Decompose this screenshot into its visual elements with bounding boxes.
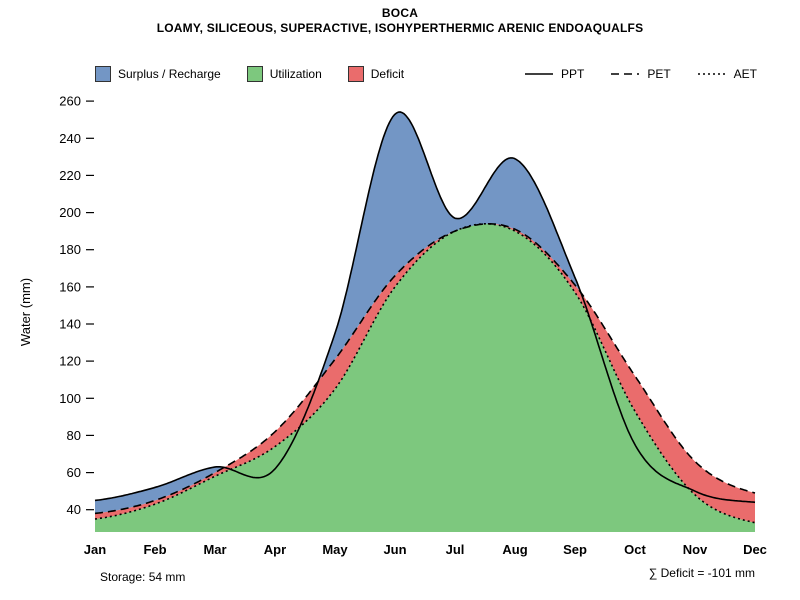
x-tick-label: Jan	[84, 542, 106, 557]
chart-subtitle: LOAMY, SILICEOUS, SUPERACTIVE, ISOHYPERT…	[156, 21, 644, 35]
x-tick-label: Jul	[446, 542, 465, 557]
x-tick-label: May	[322, 542, 348, 557]
y-tick-label: 160	[59, 279, 81, 294]
x-tick-label: Jun	[383, 542, 406, 557]
legend-label: Surplus / Recharge	[118, 67, 221, 81]
chart-title: BOCA	[381, 6, 419, 20]
legend-label: PET	[647, 67, 671, 81]
legend-item-ppt: PPT	[524, 67, 584, 81]
y-tick-label: 220	[59, 168, 81, 183]
x-tick-label: Dec	[743, 542, 767, 557]
aet-line	[94, 223, 756, 524]
x-tick-label: Feb	[143, 542, 166, 557]
y-tick-label: 200	[59, 205, 81, 220]
deficit-area	[95, 223, 755, 523]
y-tick-label: 180	[59, 242, 81, 257]
chart-legend: Surplus / Recharge Utilization Deficit PPT P…	[95, 64, 757, 84]
legend-item-pet: PET	[610, 67, 671, 81]
x-tick-label: Aug	[502, 542, 527, 557]
y-tick-label: 60	[67, 465, 81, 480]
y-axis-label: Water (mm)	[18, 278, 33, 346]
legend-line-sample-pet	[611, 73, 640, 75]
series-lines	[94, 111, 756, 524]
deficit-sum-annotation: ∑ Deficit = -101 mm	[648, 566, 755, 580]
y-tick-label: 260	[59, 94, 81, 109]
legend-swatch-surplus-recharge	[95, 66, 111, 82]
x-tick-label: Mar	[203, 542, 226, 557]
legend-item-utilization: Utilization	[246, 66, 322, 82]
legend-item-surplus-recharge: Surplus / Recharge	[95, 66, 221, 82]
utilization-area	[95, 223, 755, 533]
y-tick-label: 40	[67, 502, 81, 517]
y-tick-label: 80	[67, 428, 81, 443]
legend-swatch-utilization	[246, 66, 263, 82]
x-tick-label: Apr	[264, 542, 286, 557]
legend-label: Deficit	[370, 67, 405, 81]
legend-line-sample-ppt	[524, 73, 553, 75]
surplus-recharge-area	[95, 112, 755, 514]
x-tick-label: Sep	[563, 542, 587, 557]
y-tick-label: 100	[59, 391, 81, 406]
legend-label: AET	[733, 67, 757, 81]
legend-item-deficit: Deficit	[347, 66, 405, 82]
pet-line	[94, 223, 756, 515]
y-tick-label: 140	[59, 317, 81, 332]
storage-annotation: Storage: 54 mm	[100, 570, 186, 584]
legend-label: PPT	[560, 67, 585, 81]
x-tick-label: Nov	[683, 542, 708, 557]
y-tick-label: 240	[59, 131, 81, 146]
axes: 40 60 80 100 120 140 160 180 200 220 240 260 Jan Feb M…	[59, 94, 767, 557]
legend-item-aet: AET	[697, 67, 757, 81]
y-tick-label: 120	[59, 354, 81, 369]
legend-swatch-deficit	[347, 66, 364, 82]
x-tick-label: Oct	[624, 542, 646, 557]
ppt-line	[94, 111, 756, 504]
legend-label: Utilization	[269, 67, 322, 81]
filled-areas	[95, 112, 755, 533]
